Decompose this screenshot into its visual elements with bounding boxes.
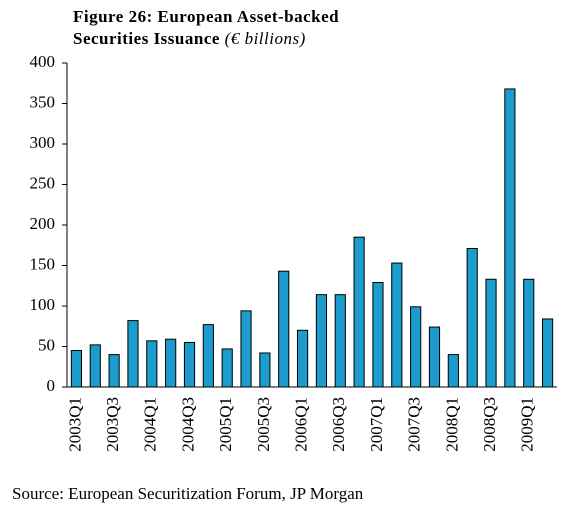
- bar: [504, 88, 516, 388]
- y-tick-label: 400: [30, 52, 56, 71]
- chart-title-block: Figure 26: European Asset-backed Securit…: [73, 6, 403, 50]
- x-tick-label: 2008Q3: [480, 397, 499, 452]
- bar: [428, 326, 441, 388]
- y-tick-label: 300: [30, 133, 56, 152]
- bar: [183, 341, 196, 388]
- x-tick-label: 2008Q1: [442, 397, 461, 452]
- bar: [523, 278, 535, 388]
- bar: [334, 294, 346, 388]
- bar: [259, 352, 271, 388]
- unit: (€ billions): [224, 29, 306, 48]
- bar: [296, 329, 309, 388]
- x-tick-label: 2006Q1: [291, 397, 310, 452]
- bar: [372, 282, 384, 388]
- x-tick-label: 2004Q3: [178, 397, 197, 452]
- bar: [466, 247, 478, 388]
- x-tick-label: 2006Q3: [329, 397, 348, 452]
- bar: [221, 348, 233, 388]
- bar: [89, 344, 101, 388]
- bar: [447, 354, 459, 388]
- bar: [240, 310, 252, 388]
- y-tick-label: 200: [30, 214, 56, 233]
- y-tick-label: 350: [30, 92, 56, 111]
- x-tick-label: 2005Q3: [254, 397, 273, 452]
- bar: [541, 318, 554, 388]
- y-tick-label: 150: [30, 254, 56, 273]
- y-tick-label: 50: [38, 335, 55, 354]
- x-tick-label: 2007Q3: [405, 397, 424, 452]
- x-tick-label: 2004Q1: [141, 397, 160, 452]
- x-tick-label: 2007Q1: [367, 397, 386, 452]
- bar: [410, 306, 422, 388]
- bar: [315, 294, 328, 388]
- bar: [391, 262, 403, 388]
- bar: [485, 278, 497, 388]
- chart-title: Figure 26: European Asset-backed Securit…: [73, 7, 340, 48]
- chart: 0 50 100 150 200 250 300 350 400 2003Q1 2003Q3 2004…: [30, 52, 557, 452]
- y-tick-label: 250: [30, 173, 56, 192]
- x-tick-label: 2003Q3: [103, 397, 122, 452]
- source: Source: European Securitization Forum, J…: [12, 484, 364, 503]
- x-tick-label: 2005Q1: [216, 397, 235, 452]
- x-tick-label: 2009Q1: [518, 397, 537, 452]
- bar: [127, 320, 139, 388]
- y-tick-label: 100: [30, 295, 56, 314]
- bar: [165, 338, 177, 388]
- x-tick-label: 2003Q1: [65, 397, 84, 452]
- bar: [70, 350, 83, 388]
- bar: [108, 354, 120, 388]
- bar: [146, 340, 158, 388]
- bar: [278, 270, 290, 388]
- y-tick-label: 0: [47, 376, 56, 395]
- bar: [202, 324, 214, 388]
- bar: [353, 236, 365, 388]
